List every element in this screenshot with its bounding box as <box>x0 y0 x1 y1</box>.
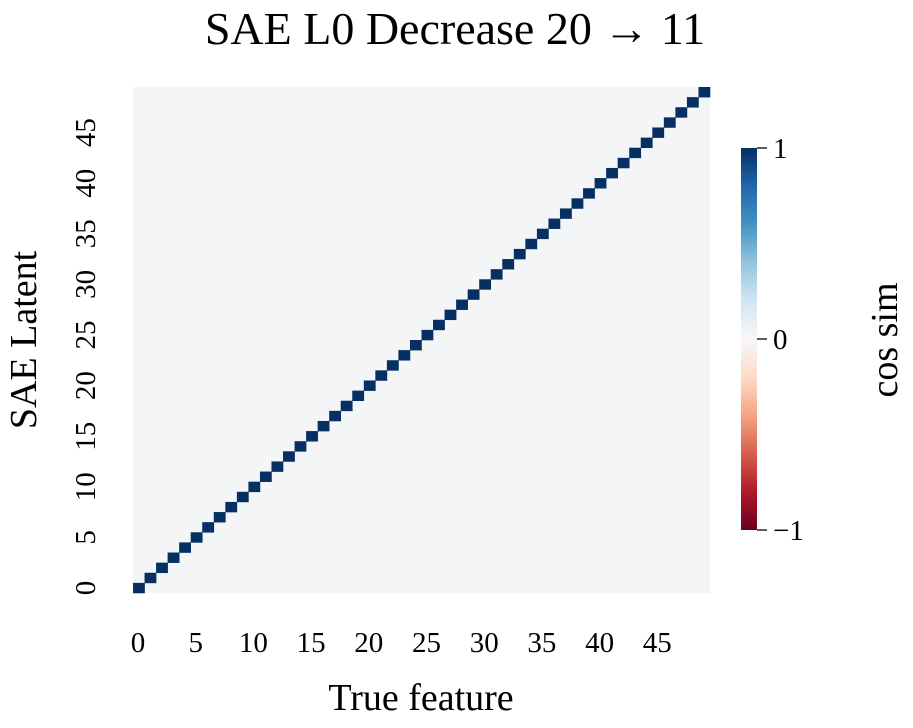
colorbar-label: cos sim <box>864 282 906 397</box>
heatmap-cell-diagonal <box>409 340 422 351</box>
colorbar-gradient <box>741 148 757 530</box>
x-tick-label: 45 <box>643 627 672 659</box>
heatmap-cell-diagonal <box>467 289 480 300</box>
x-tick-label: 25 <box>412 627 441 659</box>
heatmap-cell-diagonal <box>479 279 492 290</box>
heatmap-cell-diagonal <box>329 410 342 422</box>
heatmap-cell-diagonal <box>513 248 526 260</box>
x-axis-label: True feature <box>328 677 513 719</box>
heatmap-cell-diagonal <box>536 228 549 240</box>
x-tick-label: 10 <box>239 627 268 659</box>
y-tick-label: 45 <box>70 118 102 147</box>
y-axis-label: SAE Latent <box>3 250 45 429</box>
x-tick-label: 30 <box>470 627 499 659</box>
heatmap-cell-diagonal <box>444 309 457 321</box>
heatmap-cell-diagonal <box>202 522 215 533</box>
x-tick-label: 40 <box>585 627 614 659</box>
heatmap-cell-diagonal <box>283 451 295 462</box>
heatmap-cell-diagonal <box>571 198 584 209</box>
y-tick-label: 35 <box>70 219 102 248</box>
heatmap-cell-diagonal <box>433 319 445 331</box>
heatmap-cell-diagonal <box>352 390 365 402</box>
colorbar-tick-label: −1 <box>773 515 804 547</box>
heatmap-cell-diagonal <box>663 117 676 128</box>
y-tick-label: 10 <box>70 472 102 501</box>
heatmap-cell-diagonal <box>317 420 330 432</box>
heatmap-cell-diagonal <box>236 491 249 503</box>
x-tick-label: 20 <box>354 627 383 659</box>
y-tick-label: 15 <box>70 422 102 451</box>
heatmap-cell-diagonal <box>248 481 261 493</box>
x-tick-label: 15 <box>297 627 326 659</box>
y-tick-label: 30 <box>70 270 102 299</box>
x-tick-label: 0 <box>131 627 146 659</box>
y-tick-label: 5 <box>70 530 102 545</box>
heatmap-cell-diagonal <box>294 441 307 452</box>
heatmap-cell-diagonal <box>363 380 376 391</box>
heatmap-cell-diagonal <box>675 107 688 118</box>
y-tick-label: 40 <box>70 169 102 198</box>
colorbar-tick-label: 1 <box>773 133 788 165</box>
heatmap-cell-diagonal <box>583 188 595 199</box>
heatmap-plot-area <box>133 87 711 594</box>
heatmap-cell-diagonal <box>179 542 191 553</box>
heatmap-cell-diagonal <box>259 471 272 482</box>
heatmap-cell-diagonal <box>156 562 168 574</box>
chart-title: SAE L0 Decrease 20 → 11 <box>205 3 705 54</box>
heatmap-cell-diagonal <box>629 147 642 159</box>
heatmap-cell-diagonal <box>559 208 572 219</box>
x-axis-ticks: 0 5 10 15 20 25 30 35 40 45 <box>131 627 672 659</box>
heatmap-cell-diagonal <box>490 269 503 280</box>
heatmap-cell-diagonal <box>144 572 157 584</box>
heatmap-cell-diagonal <box>594 178 607 189</box>
heatmap-cell-diagonal <box>225 501 238 513</box>
heatmap-cell-diagonal <box>271 461 284 472</box>
heatmap-cell-diagonal <box>306 431 318 442</box>
y-axis-ticks: 0 5 10 15 20 25 30 35 40 45 <box>70 118 102 595</box>
heatmap-cell-diagonal <box>398 350 411 361</box>
heatmap-cell-diagonal <box>375 370 388 381</box>
heatmap-cell-diagonal <box>133 582 145 594</box>
x-tick-label: 5 <box>188 627 203 659</box>
heatmap-cell-diagonal <box>640 137 653 149</box>
heatmap-cell-diagonal <box>456 299 468 310</box>
heatmap-cell-diagonal <box>167 552 180 563</box>
heatmap-cell-diagonal <box>386 360 399 371</box>
y-tick-label: 0 <box>70 581 102 596</box>
y-tick-label: 20 <box>70 371 102 400</box>
colorbar-tick-label: 0 <box>773 324 788 356</box>
colorbar: 1 0 −1 <box>741 133 804 547</box>
y-tick-label: 25 <box>70 321 102 350</box>
heatmap-cell-diagonal <box>686 97 699 108</box>
heatmap-cell-diagonal <box>652 127 665 138</box>
heatmap-cell-diagonal <box>502 259 515 270</box>
heatmap-cell-diagonal <box>606 167 618 179</box>
heatmap-cell-diagonal <box>617 157 630 169</box>
heatmap-cell-diagonal <box>548 218 561 229</box>
x-tick-label: 35 <box>527 627 556 659</box>
heatmap-cell-diagonal <box>213 512 226 523</box>
heatmap-cell-diagonal <box>698 87 711 98</box>
heatmap-cell-diagonal <box>190 532 203 543</box>
heatmap-cell-diagonal <box>340 400 353 412</box>
heatmap-cell-diagonal <box>421 329 434 341</box>
heatmap-cell-diagonal <box>525 238 538 250</box>
